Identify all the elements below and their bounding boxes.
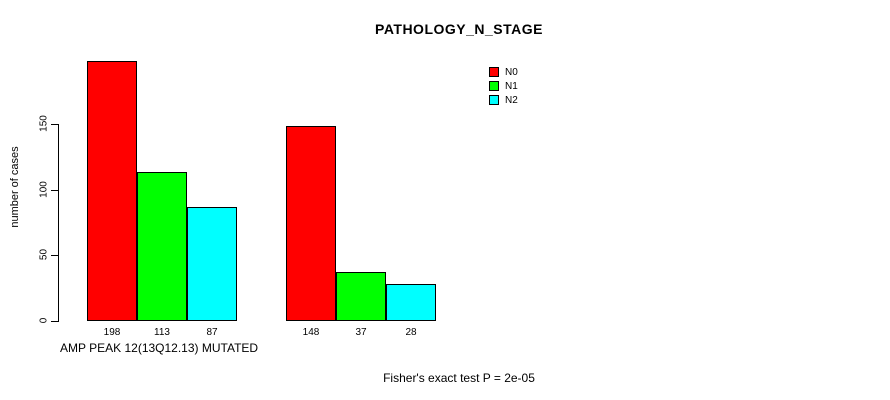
y-tick — [51, 321, 58, 322]
bar-n1-group2 — [336, 272, 386, 321]
y-tick — [51, 123, 58, 125]
y-tick-label: 50 — [38, 249, 50, 261]
bar-n0-group2 — [286, 126, 336, 321]
y-axis-line — [58, 124, 59, 322]
x-group-label: AMP PEAK 12(13Q12.13) MUTATED — [60, 341, 259, 355]
legend-label: N1 — [505, 80, 518, 92]
legend-swatch-n2 — [489, 95, 499, 105]
legend: N0 N1 N2 — [489, 65, 518, 107]
y-tick-label: 150 — [38, 114, 50, 132]
legend-label: N0 — [505, 66, 518, 78]
bar-value-label: 87 — [206, 327, 218, 338]
chart-title: PATHOLOGY_N_STAGE — [375, 21, 543, 37]
bar-n2-group1 — [187, 207, 237, 321]
legend-label: N2 — [505, 94, 518, 106]
legend-swatch-n0 — [489, 67, 499, 77]
legend-item-n2: N2 — [489, 93, 518, 107]
y-tick — [51, 189, 58, 191]
bar-value-label: 198 — [103, 327, 121, 338]
legend-item-n1: N1 — [489, 79, 518, 93]
bar-n1-group1 — [137, 172, 187, 321]
bar-n2-group2 — [386, 284, 436, 321]
y-axis-label: number of cases — [9, 146, 21, 228]
bar-n0-group1 — [87, 61, 137, 321]
bar-value-label: 28 — [405, 327, 417, 338]
bar-value-label: 37 — [355, 327, 367, 338]
y-tick-label: 100 — [38, 180, 50, 198]
y-tick-label: 0 — [38, 317, 50, 324]
bar-value-label: 148 — [302, 327, 320, 338]
legend-swatch-n1 — [489, 81, 499, 91]
bar-value-label: 113 — [154, 327, 170, 338]
statistical-test-annotation: Fisher's exact test P = 2e-05 — [383, 371, 535, 385]
y-tick — [51, 255, 58, 257]
legend-item-n0: N0 — [489, 65, 518, 79]
